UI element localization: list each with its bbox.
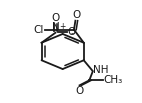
Text: +: +	[59, 22, 65, 30]
Text: O: O	[68, 27, 76, 37]
Text: N: N	[52, 22, 59, 32]
Text: O: O	[72, 10, 81, 20]
Text: Cl: Cl	[34, 25, 44, 35]
Text: NH: NH	[93, 65, 108, 75]
Text: O: O	[75, 86, 83, 96]
Text: CH₃: CH₃	[104, 75, 123, 85]
Text: -: -	[71, 29, 74, 38]
Text: O: O	[51, 13, 60, 23]
